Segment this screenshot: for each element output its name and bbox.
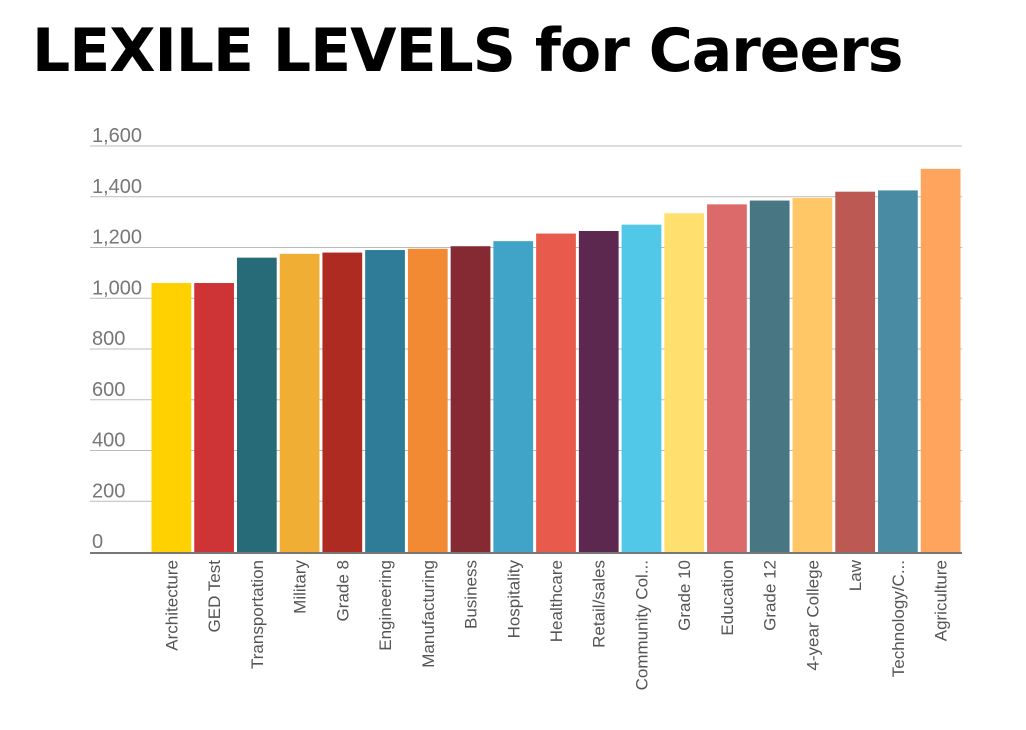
x-tick-label: Transportation	[248, 560, 267, 669]
bar	[536, 233, 576, 552]
bar	[878, 190, 918, 552]
bar	[407, 248, 448, 553]
x-tick-label: Hospitality	[504, 560, 523, 639]
bar	[920, 168, 961, 552]
bar	[621, 224, 662, 552]
y-tick-label: 600	[92, 379, 125, 401]
y-tick-label: 200	[92, 480, 125, 502]
bar	[365, 250, 405, 552]
bar	[151, 283, 192, 552]
bar	[578, 231, 619, 552]
bar	[835, 191, 876, 553]
y-tick-label: 0	[92, 531, 103, 553]
y-tick-label: 800	[92, 328, 125, 350]
x-tick-label: Engineering	[376, 560, 395, 651]
y-tick-label: 1,200	[92, 227, 142, 249]
x-axis-labels: Architecture GED Test Transportation Milita…	[162, 559, 950, 690]
x-tick-label: Grade 12	[761, 560, 780, 631]
x-tick-label: Grade 8	[333, 560, 352, 621]
bar	[194, 283, 234, 552]
x-tick-label: Law	[846, 559, 865, 591]
x-tick-label: Architecture	[162, 560, 181, 651]
x-tick-label: Military	[291, 560, 310, 614]
y-axis-ticks: 0 200 400 600 800 1,000 1,200 1,400 1,600	[92, 125, 142, 553]
bar	[707, 204, 747, 553]
chart-title: LEXILE LEVELS for Careers	[32, 16, 903, 86]
bar	[279, 253, 320, 552]
bars	[151, 168, 961, 553]
bar	[749, 200, 790, 552]
bar	[664, 213, 705, 552]
x-tick-label: Agriculture	[932, 560, 951, 641]
y-tick-label: 1,600	[92, 125, 142, 147]
y-tick-label: 1,400	[92, 176, 142, 198]
x-tick-label: Retail/sales	[590, 560, 609, 648]
y-tick-label: 1,000	[92, 277, 142, 299]
x-tick-label: Manufacturing	[419, 560, 438, 668]
bar	[236, 257, 277, 552]
bar	[493, 241, 534, 552]
x-tick-label: Grade 10	[675, 560, 694, 631]
x-tick-label: 4-year College	[803, 560, 822, 671]
bar	[322, 252, 363, 552]
y-tick-label: 400	[92, 430, 125, 452]
bar	[792, 198, 833, 553]
x-tick-label: Technology/C...	[889, 560, 908, 677]
x-tick-label: Healthcare	[547, 560, 566, 642]
x-tick-label: GED Test	[205, 560, 224, 633]
x-tick-label: Community Col...	[632, 560, 651, 690]
bar	[450, 246, 491, 552]
x-tick-label: Business	[462, 560, 481, 629]
x-tick-label: Education	[718, 560, 737, 636]
